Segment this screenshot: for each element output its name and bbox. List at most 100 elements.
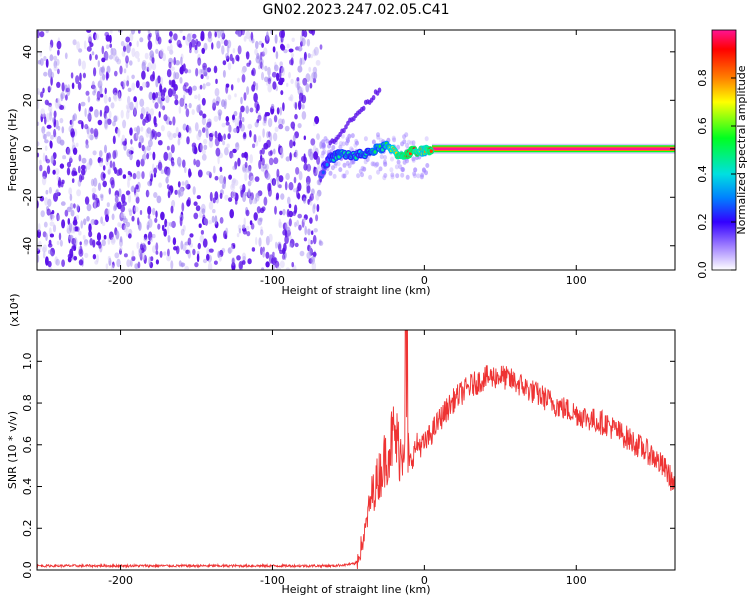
noise-blob bbox=[281, 118, 285, 125]
noise-blob bbox=[109, 160, 113, 168]
noise-blob bbox=[134, 206, 139, 213]
noise-blob bbox=[83, 218, 87, 226]
noise-blob bbox=[289, 59, 294, 66]
noise-blob bbox=[286, 226, 291, 234]
noise-blob bbox=[250, 223, 255, 230]
noise-blob bbox=[279, 210, 283, 216]
noise-blob bbox=[130, 30, 136, 35]
noise-blob bbox=[255, 236, 258, 246]
noise-blob bbox=[231, 179, 235, 189]
halo-blob bbox=[323, 136, 328, 142]
noise-blob bbox=[68, 125, 74, 133]
noise-blob bbox=[155, 92, 159, 99]
noise-blob bbox=[227, 94, 232, 101]
noise-blob bbox=[202, 113, 207, 119]
noise-blob bbox=[290, 78, 294, 84]
noise-blob bbox=[81, 168, 86, 176]
noise-blob bbox=[281, 30, 285, 39]
noise-blob bbox=[219, 192, 223, 199]
noise-blob bbox=[40, 210, 45, 218]
noise-blob bbox=[174, 99, 179, 106]
signal-halo bbox=[320, 87, 430, 181]
noise-blob bbox=[276, 107, 280, 115]
noise-blob bbox=[241, 117, 245, 123]
noise-blob bbox=[197, 59, 202, 65]
noise-blob bbox=[217, 155, 220, 165]
noise-blob bbox=[276, 266, 282, 270]
noise-blob bbox=[193, 158, 196, 166]
noise-blob bbox=[56, 97, 61, 107]
branch-blob bbox=[342, 127, 346, 134]
noise-blob bbox=[90, 127, 94, 134]
noise-blob bbox=[170, 205, 174, 214]
noise-blob bbox=[251, 199, 257, 205]
noise-blob bbox=[273, 148, 276, 155]
halo-blob bbox=[382, 175, 387, 181]
noise-blob bbox=[131, 215, 135, 222]
noise-blob bbox=[234, 161, 238, 170]
noise-blob bbox=[242, 229, 248, 235]
noise-blob bbox=[105, 51, 109, 61]
noise-blob bbox=[296, 219, 300, 227]
noise-blob bbox=[188, 127, 192, 134]
noise-blob bbox=[213, 165, 216, 174]
noise-blob bbox=[310, 240, 313, 245]
noise-blob bbox=[182, 63, 186, 72]
noise-blob bbox=[106, 44, 110, 49]
noise-blob bbox=[174, 94, 179, 100]
noise-blob bbox=[254, 40, 259, 50]
noise-blob bbox=[73, 113, 77, 121]
noise-blob bbox=[126, 149, 132, 157]
spectrogram-y-tick-label: 20 bbox=[21, 93, 34, 107]
noise-blob bbox=[139, 86, 143, 91]
noise-blob bbox=[184, 265, 190, 270]
noise-blob bbox=[168, 120, 172, 126]
noise-blob bbox=[91, 187, 97, 194]
noise-blob bbox=[60, 201, 66, 206]
spectrogram-y-tick-label: -20 bbox=[21, 188, 34, 206]
noise-blob bbox=[208, 138, 214, 148]
noise-blob bbox=[233, 127, 238, 133]
noise-blob bbox=[222, 140, 226, 146]
noise-blob bbox=[49, 233, 55, 238]
noise-blob bbox=[127, 87, 132, 93]
noise-blob bbox=[86, 46, 92, 52]
noise-blob bbox=[143, 237, 148, 242]
noise-blob bbox=[144, 116, 150, 123]
noise-blob bbox=[49, 140, 53, 149]
noise-blob bbox=[65, 87, 70, 93]
noise-blob bbox=[78, 230, 82, 236]
noise-blob bbox=[282, 208, 286, 216]
noise-blob bbox=[200, 33, 205, 42]
noise-blob bbox=[260, 166, 265, 172]
noise-blob bbox=[56, 40, 62, 50]
noise-blob bbox=[148, 139, 153, 148]
noise-blob bbox=[47, 243, 53, 248]
noise-blob bbox=[119, 236, 123, 243]
halo-blob bbox=[400, 167, 405, 172]
noise-blob bbox=[261, 157, 265, 166]
noise-blob bbox=[232, 165, 236, 171]
noise-blob bbox=[66, 206, 72, 213]
noise-blob bbox=[200, 203, 206, 213]
noise-blob bbox=[244, 161, 248, 168]
halo-blob bbox=[405, 143, 409, 148]
noise-blob bbox=[314, 168, 318, 176]
halo-blob bbox=[396, 159, 401, 165]
noise-blob bbox=[116, 128, 121, 137]
noise-blob bbox=[114, 252, 120, 259]
noise-blob bbox=[56, 81, 61, 88]
noise-blob bbox=[110, 102, 115, 109]
noise-blob bbox=[103, 110, 107, 120]
noise-blob bbox=[212, 98, 217, 108]
halo-blob bbox=[322, 149, 327, 155]
noise-blob bbox=[285, 267, 290, 270]
noise-blob bbox=[288, 182, 294, 191]
colorbar-tick-label: 0.8 bbox=[696, 69, 709, 87]
noise-blob bbox=[311, 230, 314, 235]
noise-blob bbox=[207, 262, 213, 270]
noise-blob bbox=[234, 93, 237, 98]
noise-blob bbox=[165, 176, 169, 184]
noise-blob bbox=[128, 209, 133, 217]
noise-blob bbox=[102, 180, 107, 188]
